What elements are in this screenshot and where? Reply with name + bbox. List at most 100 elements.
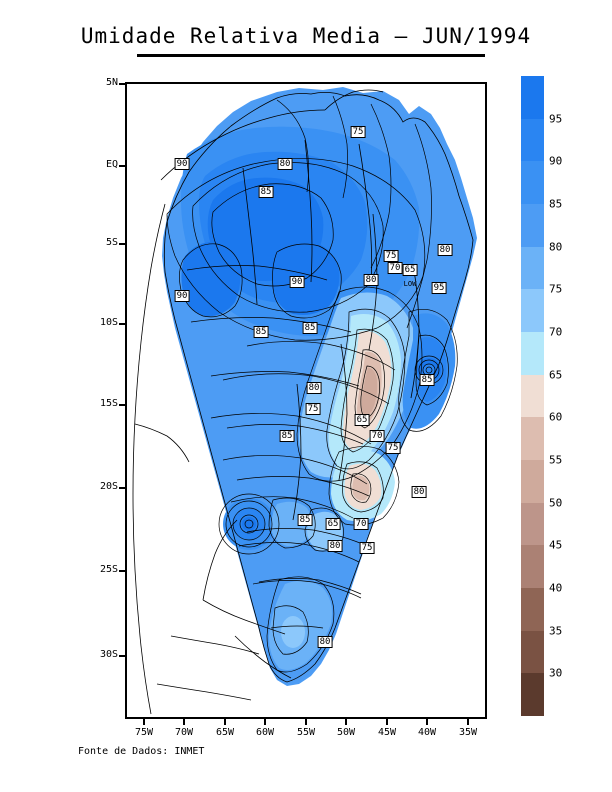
x-axis-label: 35W (458, 727, 478, 738)
colorbar-tick-label: 75 (549, 282, 563, 296)
colorbar-tick-label: 35 (549, 624, 563, 638)
x-axis-label: 65W (215, 727, 235, 738)
colorbar-tick-label: 90 (549, 154, 563, 168)
contour-label: 90 (174, 290, 190, 302)
x-axis-label: 45W (377, 727, 397, 738)
contour-label: 85 (297, 514, 313, 526)
fill-band-95-plus-b (181, 241, 241, 317)
y-tick (119, 404, 125, 406)
colorbar-tick-label: 70 (549, 325, 563, 339)
contour-label: 75 (305, 403, 321, 415)
colorbar-tick-label: 80 (549, 240, 563, 254)
colorbar-band (521, 417, 544, 460)
y-tick (119, 83, 125, 85)
x-axis-label: 50W (336, 727, 356, 738)
y-axis-label: 15S (99, 398, 118, 409)
colorbar-band (521, 161, 544, 204)
contour-label: 65 (325, 518, 341, 530)
contour-label: 65 (354, 414, 370, 426)
contour-label: 80 (306, 382, 322, 394)
contour-label: 75 (350, 126, 366, 138)
colorbar-band (521, 246, 544, 290)
contour-label: 75 (385, 442, 401, 454)
colorbar-band (521, 203, 544, 247)
y-axis-label: EQ (105, 159, 118, 170)
y-axis-label: 30S (99, 649, 118, 660)
fill-band-75-80-s (271, 501, 313, 546)
colorbar-band (521, 587, 544, 631)
source-note: Fonte de Dados: INMET (78, 746, 205, 757)
x-axis-label: 70W (174, 727, 194, 738)
contour-label: 85 (302, 322, 318, 334)
y-axis-label: 10S (99, 317, 118, 328)
contour-label: 80 (437, 244, 453, 256)
y-axis-label: 25S (99, 564, 118, 575)
fill-bullseye-ne-core (423, 364, 435, 376)
colorbar-band (521, 289, 544, 332)
contour-label: 75 (383, 250, 399, 262)
colorbar-tick-label: 50 (549, 496, 563, 510)
colorbar-band (521, 630, 544, 674)
contour-label: 85 (279, 430, 295, 442)
y-tick (119, 487, 125, 489)
contour-label: 85 (258, 186, 274, 198)
contour-label: 90 (174, 158, 190, 170)
x-axis-label: 60W (255, 727, 275, 738)
contour-label: 70 (369, 430, 385, 442)
contour-label: 95 (431, 282, 447, 294)
x-axis-label: 75W (134, 727, 154, 738)
colorbar-tick-label: 85 (549, 197, 563, 211)
y-axis-label: 5S (105, 237, 118, 248)
contour-label-low: LOW (403, 280, 417, 288)
colorbar-tick-label: 60 (549, 410, 563, 424)
x-tick (345, 719, 347, 725)
colorbar-tick-label: 55 (549, 453, 563, 467)
colorbar-band (521, 118, 544, 162)
y-tick (119, 323, 125, 325)
colorbar-band (521, 331, 544, 375)
contour-label: 80 (277, 158, 293, 170)
y-axis-label: 5N (105, 77, 118, 88)
x-tick (264, 719, 266, 725)
fill-band-50-55 (361, 368, 378, 416)
colorbar-band (521, 374, 544, 418)
x-tick (183, 719, 185, 725)
y-tick (119, 570, 125, 572)
x-tick (426, 719, 428, 725)
contour-label: 80 (317, 636, 333, 648)
x-axis-label: 55W (296, 727, 316, 738)
y-tick (119, 655, 125, 657)
x-tick (143, 719, 145, 725)
contour-label: 90 (289, 276, 305, 288)
country-borders-layer (132, 89, 474, 715)
colorbar-tick-label: 40 (549, 581, 563, 595)
y-axis-label: 20S (99, 481, 118, 492)
x-tick (386, 719, 388, 725)
contour-map-svg (132, 87, 477, 715)
page-title: Umidade Relativa Media – JUN/1994 (80, 24, 532, 48)
x-axis-label: 40W (417, 727, 437, 738)
colorbar-band (521, 545, 544, 588)
fill-patch-deepsouth (281, 616, 305, 648)
map-canvas: 90 80 75 85 90 90 85 85 80 75 75 80 80 6… (127, 84, 485, 717)
contour-label: 85 (419, 374, 435, 386)
colorbar-tick-label: 45 (549, 538, 563, 552)
colorbar (521, 76, 544, 716)
colorbar-tick-label: 65 (549, 368, 563, 382)
y-tick (119, 243, 125, 245)
contour-label: 70 (353, 518, 369, 530)
x-tick (467, 719, 469, 725)
title-underline (137, 54, 485, 57)
colorbar-tick-label: 95 (549, 112, 563, 126)
colorbar-band (521, 673, 544, 716)
contour-label: 75 (359, 542, 375, 554)
contour-label: 70 (387, 262, 403, 274)
colorbar-tick-label: 30 (549, 666, 563, 680)
y-tick (119, 165, 125, 167)
colorbar-band (521, 502, 544, 546)
colorbar-band (521, 76, 544, 119)
contour-label: 80 (411, 486, 427, 498)
colorbar-band (521, 459, 544, 503)
contour-label: 80 (327, 540, 343, 552)
